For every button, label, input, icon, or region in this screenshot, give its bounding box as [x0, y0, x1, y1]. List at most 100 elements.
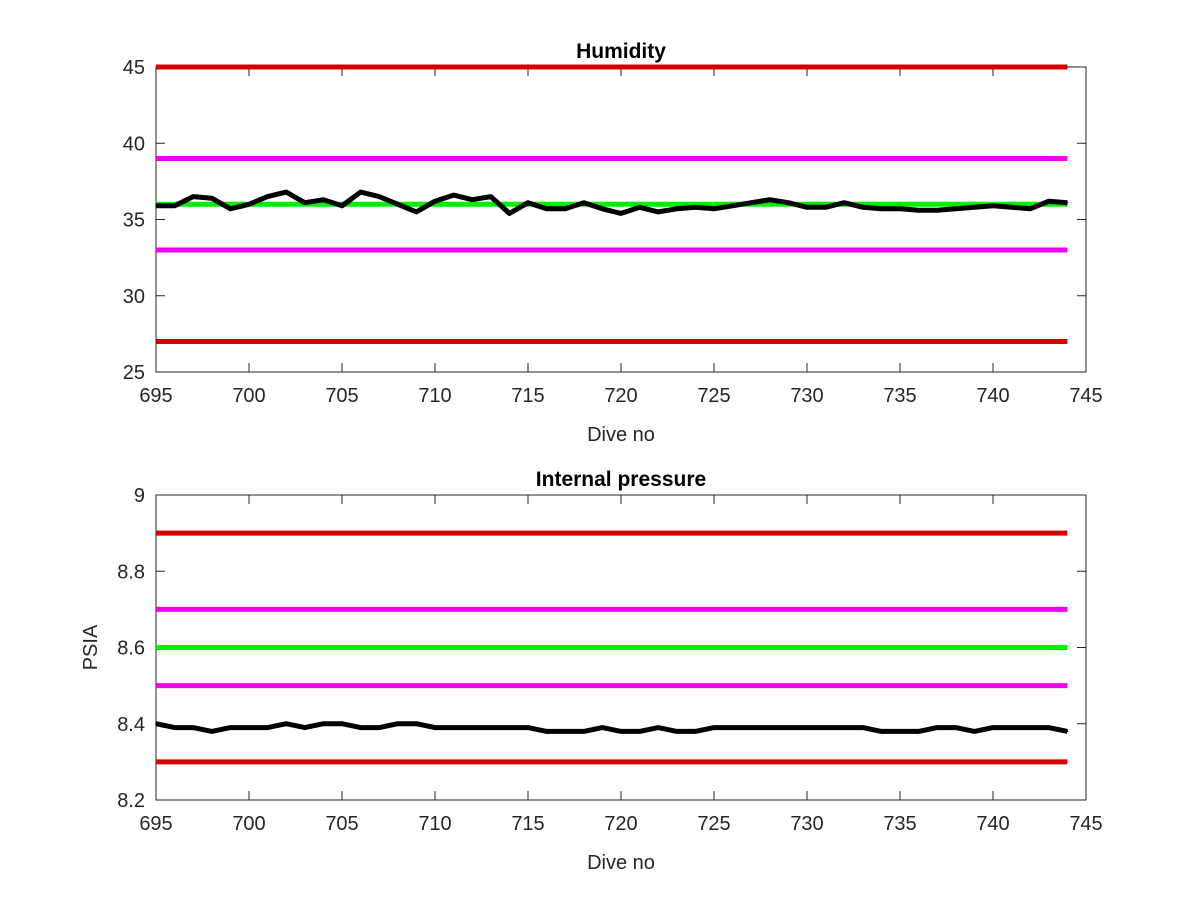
data-point — [322, 722, 325, 725]
data-point — [211, 197, 213, 199]
data-point — [248, 203, 250, 206]
data-point — [787, 726, 790, 729]
data-point — [806, 726, 808, 729]
y-tick-label: 9 — [134, 485, 145, 507]
y-tick-label: 8.4 — [117, 714, 145, 736]
humidity-chart: 695 700 705 710 715 720 725 730 735 740 745 25 30 35 4… — [123, 40, 1103, 446]
data-point — [583, 201, 585, 204]
data-point — [936, 726, 938, 729]
data-point — [694, 206, 697, 209]
data-point — [490, 195, 492, 198]
data-point — [899, 730, 901, 733]
x-tick-label: 725 — [697, 813, 730, 835]
data-point — [694, 730, 697, 733]
x-tick-label: 740 — [976, 385, 1009, 407]
data-point — [899, 208, 901, 210]
x-tick-label: 710 — [418, 813, 451, 835]
data-point — [192, 195, 194, 198]
data-point — [880, 730, 883, 733]
data-point — [657, 726, 659, 729]
y-tick-label: 8.6 — [117, 638, 145, 660]
data-point — [1010, 206, 1013, 209]
x-tick-label: 710 — [418, 385, 451, 407]
data-point — [713, 208, 715, 210]
y-axis-label: PSIA — [80, 624, 102, 670]
data-point — [434, 726, 436, 729]
data-point — [731, 726, 734, 729]
data-point — [787, 201, 790, 204]
data-point — [769, 198, 771, 201]
x-tick-label: 695 — [139, 385, 172, 407]
plot-area — [155, 66, 1087, 373]
data-point — [620, 212, 622, 215]
data-point — [843, 201, 845, 204]
data-point — [657, 211, 659, 213]
data-point — [266, 195, 269, 198]
y-tick-label: 25 — [123, 362, 145, 384]
y-tick-label: 40 — [123, 133, 145, 155]
data-point — [285, 722, 288, 725]
y-tick-label: 8.2 — [117, 790, 145, 812]
data-point — [1048, 726, 1050, 729]
data-point — [397, 203, 399, 206]
data-point — [1066, 201, 1069, 204]
data-point — [917, 209, 920, 212]
data-point — [508, 212, 511, 215]
data-point — [155, 204, 157, 207]
chart-title: Humidity — [576, 40, 666, 63]
data-point — [155, 722, 157, 725]
data-point — [806, 206, 808, 209]
data-point — [211, 730, 213, 733]
data-point — [824, 726, 827, 729]
data-point — [676, 730, 678, 733]
data-point — [229, 208, 232, 210]
data-point — [731, 204, 734, 207]
data-point — [1029, 726, 1031, 729]
x-tick-label: 705 — [325, 813, 358, 835]
data-point — [285, 191, 288, 193]
chart-title: Internal pressure — [536, 468, 706, 491]
data-point — [917, 730, 920, 733]
data-point — [676, 208, 678, 210]
x-tick-label: 735 — [883, 813, 916, 835]
data-point — [471, 198, 474, 201]
data-point — [1029, 208, 1031, 210]
x-tick-label: 735 — [883, 385, 916, 407]
data-point — [397, 722, 399, 725]
data-point — [601, 208, 604, 210]
data-point — [359, 726, 362, 729]
data-point — [434, 200, 436, 202]
data-point — [973, 206, 976, 209]
data-point — [955, 208, 957, 210]
data-point — [545, 730, 548, 733]
data-point — [527, 726, 529, 729]
data-point — [880, 208, 883, 210]
x-tick-label: 740 — [976, 813, 1009, 835]
data-point — [378, 726, 381, 729]
x-axis-label: Dive no — [587, 424, 655, 446]
data-point — [1048, 200, 1050, 202]
data-point — [564, 208, 566, 210]
data-point — [322, 198, 325, 201]
y-tick-label: 45 — [123, 57, 145, 79]
x-tick-label: 700 — [232, 813, 265, 835]
data-point — [973, 730, 976, 733]
x-tick-label: 745 — [1069, 385, 1102, 407]
data-point — [583, 730, 585, 733]
data-point — [545, 208, 548, 210]
data-point — [415, 211, 418, 213]
x-tick-label: 725 — [697, 385, 730, 407]
data-point — [192, 726, 194, 729]
data-point — [750, 726, 752, 729]
x-tick-label: 730 — [790, 385, 823, 407]
data-point — [769, 726, 771, 729]
data-point — [564, 730, 566, 733]
data-point — [304, 201, 306, 204]
data-point — [471, 726, 474, 729]
data-point — [601, 726, 604, 729]
x-tick-label: 720 — [604, 385, 637, 407]
x-tick-label: 700 — [232, 385, 265, 407]
data-point — [341, 204, 343, 207]
data-point — [992, 726, 994, 729]
